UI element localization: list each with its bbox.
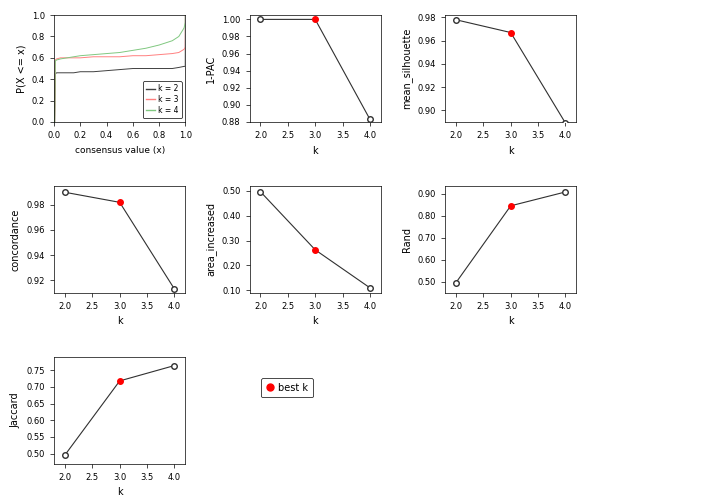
X-axis label: k: k	[312, 317, 318, 327]
X-axis label: k: k	[508, 317, 513, 327]
Legend: best k: best k	[261, 378, 313, 398]
Legend: k = 2, k = 3, k = 4: k = 2, k = 3, k = 4	[143, 81, 181, 118]
Y-axis label: concordance: concordance	[11, 208, 21, 271]
Y-axis label: Jaccard: Jaccard	[11, 393, 21, 428]
Y-axis label: mean_silhouette: mean_silhouette	[401, 28, 412, 109]
X-axis label: k: k	[508, 146, 513, 156]
Y-axis label: Rand: Rand	[402, 227, 412, 252]
X-axis label: k: k	[117, 487, 122, 497]
Y-axis label: P(X <= x): P(X <= x)	[16, 44, 26, 93]
Y-axis label: area_increased: area_increased	[205, 203, 217, 276]
Y-axis label: 1-PAC: 1-PAC	[207, 54, 216, 83]
X-axis label: k: k	[312, 146, 318, 156]
X-axis label: consensus value (x): consensus value (x)	[75, 146, 165, 155]
X-axis label: k: k	[117, 317, 122, 327]
